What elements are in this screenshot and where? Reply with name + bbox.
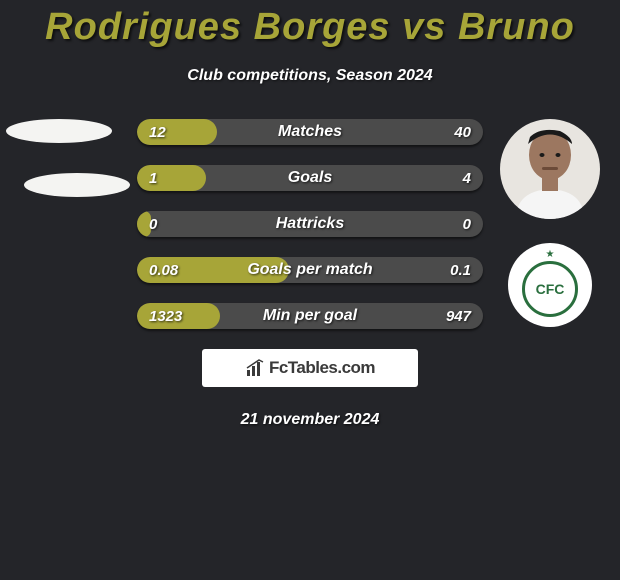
stat-right-value: 0	[463, 211, 471, 237]
stat-bar: 12Matches40	[137, 119, 483, 145]
stat-bar: 0.08Goals per match0.1	[137, 257, 483, 283]
left-ellipse-1	[6, 119, 112, 143]
badge-text: CFC	[536, 281, 565, 297]
left-player-col	[6, 119, 126, 227]
right-player-col: ★ CFC	[500, 119, 600, 327]
page-title: Rodrigues Borges vs Bruno	[0, 0, 620, 49]
subtitle: Club competitions, Season 2024	[0, 67, 620, 85]
stat-right-value: 4	[463, 165, 471, 191]
stat-label: Hattricks	[137, 211, 483, 237]
logo-text: FcTables.com	[269, 358, 375, 378]
date-text: 21 november 2024	[0, 411, 620, 429]
stat-label: Min per goal	[137, 303, 483, 329]
avatar-icon	[500, 119, 600, 219]
stat-label: Goals per match	[137, 257, 483, 283]
badge-ring: CFC	[522, 261, 578, 317]
right-team-badge: ★ CFC	[508, 243, 592, 327]
chart-icon	[245, 358, 265, 378]
stat-right-value: 947	[446, 303, 471, 329]
stat-label: Matches	[137, 119, 483, 145]
stat-bar: 1Goals4	[137, 165, 483, 191]
stat-label: Goals	[137, 165, 483, 191]
stats-wrap: ★ CFC 12Matches40 1Goals4 0Hattricks0 0.08G…	[0, 119, 620, 329]
stat-bar: 0Hattricks0	[137, 211, 483, 237]
star-icon: ★	[546, 249, 555, 260]
stat-bars: 12Matches40 1Goals4 0Hattricks0 0.08Goals p…	[137, 119, 483, 329]
stat-right-value: 40	[454, 119, 471, 145]
stat-bar: 1323Min per goal947	[137, 303, 483, 329]
right-player-avatar	[500, 119, 600, 219]
fctables-logo: FcTables.com	[202, 349, 418, 387]
stat-right-value: 0.1	[450, 257, 471, 283]
left-ellipse-2	[24, 173, 130, 197]
